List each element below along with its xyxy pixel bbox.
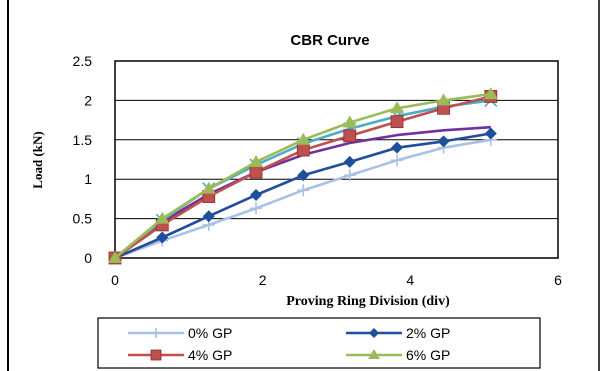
series-3-point: [201, 181, 216, 194]
legend-label: 6% GP: [406, 347, 450, 363]
series-3-point: [436, 93, 451, 106]
series-2-point: [390, 115, 404, 129]
x-tick-label: 2: [259, 272, 267, 288]
y-tick-label: 1: [84, 171, 92, 187]
series-1-point: [156, 231, 169, 244]
legend-swatch-marker: [151, 328, 161, 338]
series-2-point: [296, 143, 310, 157]
series-3-point: [296, 132, 311, 145]
series-1-point: [437, 135, 450, 148]
legend-swatch-marker: [150, 349, 162, 361]
x-tick-label: 6: [554, 272, 562, 288]
y-tick-label: 1.5: [73, 132, 93, 148]
series-3-point: [483, 87, 498, 100]
series-3-point: [108, 251, 122, 263]
series-1-point: [343, 155, 356, 168]
legend-swatch-marker: [368, 349, 380, 359]
y-tick-label: 2.5: [73, 53, 93, 69]
series-0-point: [343, 169, 356, 182]
y-tick-labels: 0 0.5 1 1.5 2 2.5: [73, 53, 93, 266]
plot-area-border: [114, 60, 559, 259]
legend-label: 0% GP: [188, 325, 232, 341]
series-3-point: [155, 211, 170, 224]
x-tick-label: 4: [406, 272, 414, 288]
series-1-point: [484, 127, 497, 140]
series-1-point: [250, 188, 263, 201]
series-1-point: [391, 141, 404, 154]
x-tick-label: 0: [111, 272, 119, 288]
series-0-point: [391, 154, 404, 167]
series-2-point: [343, 129, 357, 143]
legend-label: 4% GP: [188, 347, 232, 363]
series-0-point: [250, 202, 263, 215]
y-axis-label: Load (kN): [30, 131, 45, 188]
series-layer: [108, 87, 498, 265]
series-2-point: [249, 165, 263, 179]
series-1-point: [297, 169, 310, 182]
series-3-point: [390, 101, 405, 114]
legend-swatch-marker: [369, 328, 379, 338]
series-3-point: [342, 115, 357, 128]
legend: 0% GP 2% GP 4% GP 6% GP: [128, 325, 450, 363]
series-3-point: [249, 154, 264, 167]
series-1-point: [202, 210, 215, 223]
chart-title: CBR Curve: [290, 32, 369, 49]
legend-label: 2% GP: [406, 325, 450, 341]
y-tick-label: 2: [84, 92, 92, 108]
x-axis-label: Proving Ring Division (div): [286, 294, 450, 309]
y-tick-label: 0.5: [73, 211, 93, 227]
series-0-point: [297, 184, 310, 197]
legend-box: [97, 317, 541, 369]
y-tick-label: 0: [84, 250, 92, 266]
x-tick-labels: 0 2 4 6: [111, 272, 562, 288]
